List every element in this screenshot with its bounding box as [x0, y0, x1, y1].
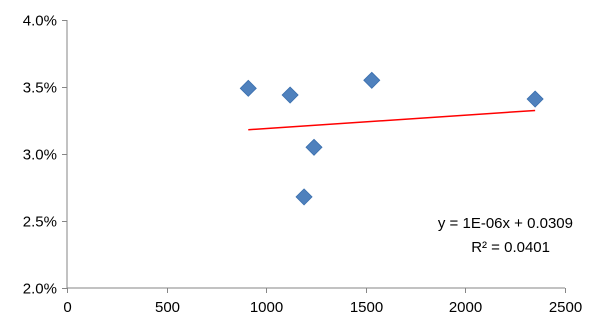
- y-tick-label: 2.0%: [23, 281, 57, 298]
- trendline-r2-label: R² = 0.0401: [471, 239, 550, 256]
- data-point: [305, 138, 323, 156]
- y-tick-label: 3.5%: [23, 80, 57, 97]
- data-point: [363, 71, 381, 89]
- x-tick-label: 1000: [250, 299, 283, 316]
- y-tick-label: 3.0%: [23, 147, 57, 164]
- trendline-equation-label: y = 1E-06x + 0.0309: [438, 215, 573, 232]
- y-tick-label: 2.5%: [23, 214, 57, 231]
- data-point: [526, 90, 544, 108]
- x-tick-label: 500: [155, 299, 180, 316]
- data-point: [281, 86, 299, 104]
- x-tick-label: 2000: [449, 299, 482, 316]
- trendline: [248, 109, 536, 131]
- data-point: [239, 79, 257, 97]
- x-tick-label: 1500: [350, 299, 383, 316]
- y-tick-label: 4.0%: [23, 13, 57, 30]
- chart-annotations: y = 1E-06x + 0.0309 R² = 0.0401: [438, 215, 573, 256]
- x-tick-label: 2500: [549, 299, 582, 316]
- trendline-group: [248, 109, 536, 131]
- data-point: [295, 188, 313, 206]
- chart-axes: 2.0% 2.5% 3.0% 3.5% 4.0% 0 500 1000 1500 2000 2500: [23, 13, 582, 317]
- x-tick-label: 0: [63, 299, 71, 316]
- data-points: [239, 71, 544, 206]
